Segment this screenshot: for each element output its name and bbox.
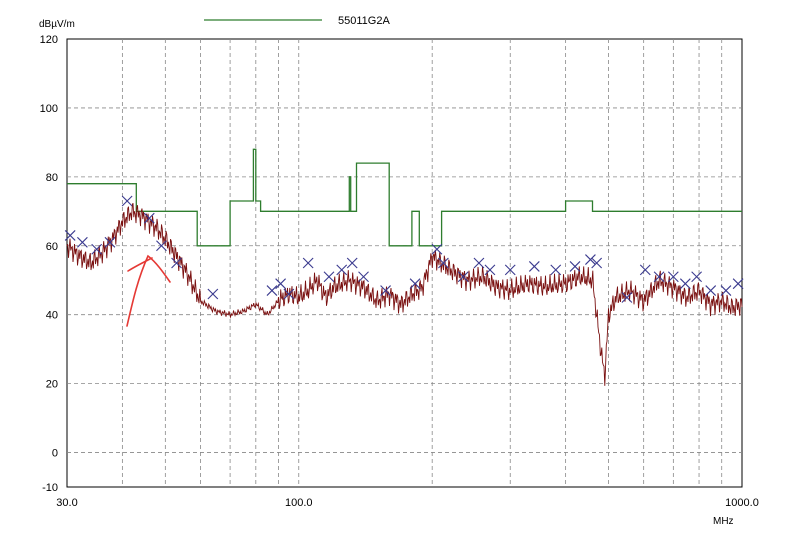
peak-marker (438, 257, 449, 269)
y-tick-label: 60 (46, 241, 58, 253)
y-tick-label: -10 (42, 482, 58, 494)
peak-marker (732, 278, 744, 290)
peak-marker (64, 230, 76, 241)
measurement-trace-path (66, 203, 743, 386)
y-tick-label: 120 (40, 34, 58, 46)
y-tick-label: 20 (46, 379, 58, 391)
peak-marker (528, 261, 540, 272)
limit-line-path (67, 148, 742, 247)
peak-marker (667, 271, 679, 283)
measurement-trace (66, 203, 743, 386)
peak-marker (569, 261, 581, 272)
peak-marker (156, 240, 167, 252)
y-tick-label: 100 (40, 103, 58, 115)
y-tick-label: 80 (46, 172, 58, 184)
plot-frame (66, 38, 743, 488)
legend-label-limit: 55011G2A (338, 15, 390, 27)
x-axis-label: MHz (713, 516, 734, 527)
peak-marker (585, 254, 596, 265)
peak-marker (504, 264, 516, 276)
peak-marker (91, 243, 103, 255)
peak-marker (431, 243, 443, 255)
peak-marker (473, 257, 485, 269)
peak-marker (275, 278, 286, 290)
peak-marker (457, 271, 469, 283)
annotation-arrow-stroke (126, 254, 171, 327)
peak-marker (691, 271, 703, 283)
peak-marker (171, 257, 182, 269)
peak-marker (380, 285, 391, 296)
x-tick-label: 30.0 (56, 497, 77, 509)
peak-marker (283, 288, 295, 300)
peak-markers (64, 195, 744, 303)
x-tick-label: 100.0 (285, 497, 313, 509)
peak-marker (121, 195, 133, 207)
limit-line-55011G2A (67, 148, 742, 247)
y-tick-label: 0 (52, 448, 58, 460)
peak-marker (720, 285, 732, 296)
peak-marker (679, 278, 691, 290)
peak-marker (653, 271, 665, 283)
peak-marker (266, 285, 278, 296)
x-tick-labels: 30.0 100.0 1000.0 (56, 497, 759, 509)
peak-marker (409, 278, 421, 290)
peak-marker (207, 288, 219, 300)
peak-marker (77, 236, 88, 248)
peak-marker (323, 271, 335, 283)
x-tick-label: 1000.0 (725, 497, 759, 509)
y-tick-labels: 120 100 80 60 40 20 0 -10 (40, 34, 58, 494)
hand-drawn-annotation (126, 254, 171, 327)
peak-marker (302, 257, 314, 269)
peak-marker (336, 264, 348, 276)
peak-marker (639, 264, 651, 276)
y-tick-label: 40 (46, 310, 58, 322)
peak-marker (550, 264, 562, 276)
annotation-arrow-head (127, 257, 153, 272)
peak-marker (621, 292, 633, 303)
peak-marker (358, 271, 369, 283)
peak-marker (346, 257, 358, 269)
peak-marker (143, 212, 155, 224)
peak-marker (705, 285, 717, 296)
peak-marker (104, 236, 116, 248)
peak-marker (591, 257, 603, 269)
y-axis-label: dBµV/m (39, 19, 75, 30)
peak-marker (484, 264, 496, 276)
